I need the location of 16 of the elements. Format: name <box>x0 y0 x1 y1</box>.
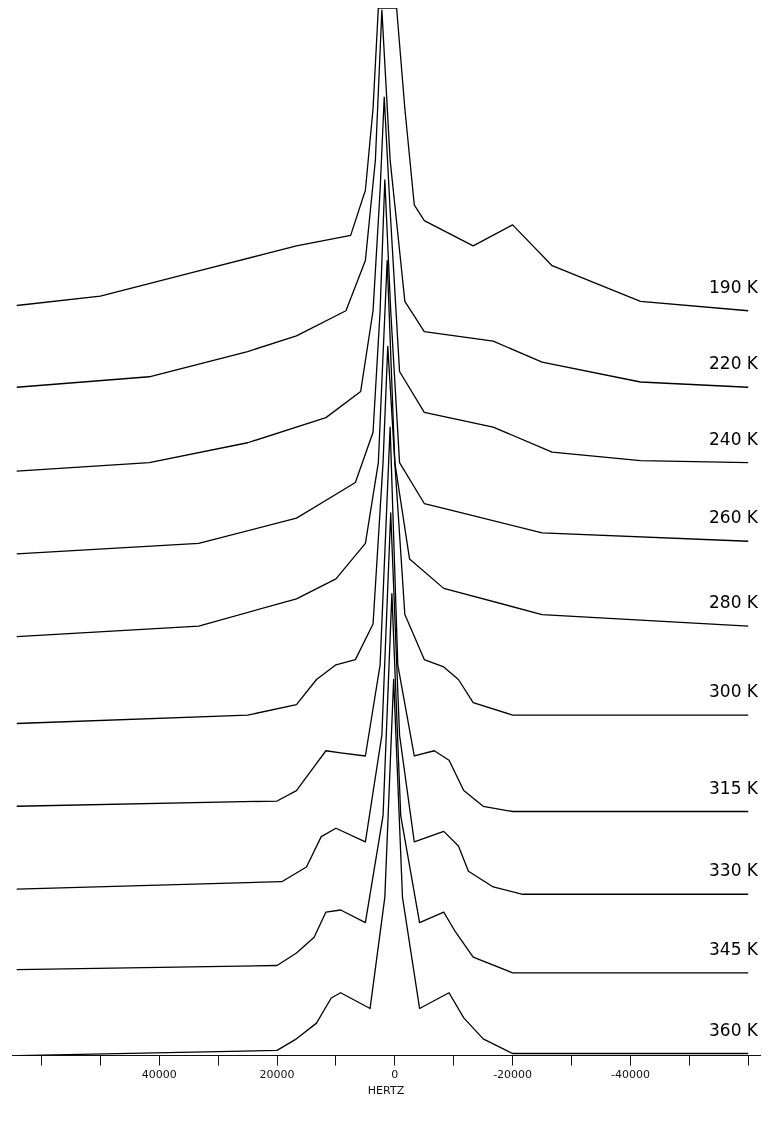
series-label: 280 K <box>709 592 759 613</box>
series-label: 220 K <box>709 353 759 374</box>
series-label: 190 K <box>709 276 759 297</box>
series-label: 240 K <box>709 428 759 449</box>
series-label: 315 K <box>709 777 759 798</box>
series-label: 345 K <box>709 938 759 959</box>
series-label: 260 K <box>709 507 759 528</box>
x-tick-label: 40000 <box>141 1068 177 1082</box>
series-label: 300 K <box>709 681 759 702</box>
x-tick-label: -20000 <box>493 1068 533 1082</box>
series-label: 330 K <box>709 860 759 881</box>
x-axis-title: HERTZ <box>367 1084 405 1098</box>
x-tick-label: -40000 <box>610 1068 650 1082</box>
x-tick-label: 0 <box>391 1068 399 1082</box>
series-label: 360 K <box>709 1019 759 1040</box>
x-tick-label: 20000 <box>259 1068 295 1082</box>
